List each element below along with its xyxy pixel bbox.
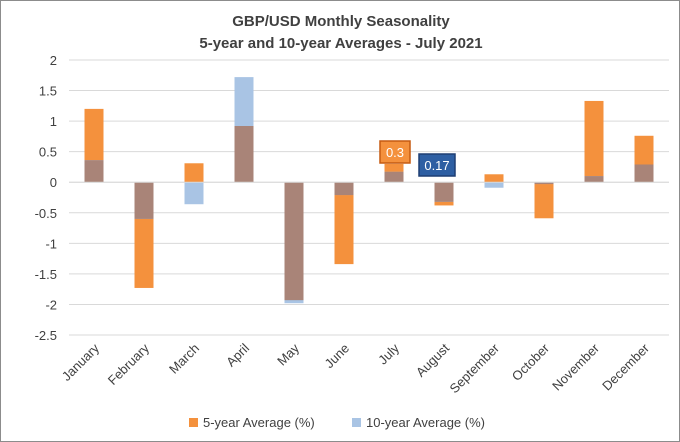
bar-overlap-january [84,160,104,183]
data-label-text-10-year: 0.17 [424,158,449,173]
bar-overlap-october [534,182,554,185]
y-tick-label: 1.5 [39,84,57,99]
bar-overlap-may [284,182,304,301]
bar-overlap-august [434,182,454,202]
data-label-text-5-year: 0.3 [386,145,404,160]
legend-label-10-year: 10-year Average (%) [366,415,485,430]
bar-overlap-november [584,176,604,183]
chart-subtitle: 5-year and 10-year Averages - July 2021 [199,35,482,52]
data-labels: 0.3 0.17 [379,140,456,177]
category-label-december: December [599,340,652,393]
legend-swatch-5-year [189,418,198,427]
category-label-june: June [322,341,353,372]
bar-5-year-june [334,182,354,265]
category-label-january: January [59,340,103,384]
data-label-10-year-july: 0.17 [418,153,456,177]
bars [69,77,669,304]
category-label-july: July [375,340,402,367]
bar-10-year-september [484,182,504,188]
y-tick-label: -0.5 [35,206,57,221]
legend: 5-year Average (%) 10-year Average (%) [189,415,485,430]
y-tick-label: 0.5 [39,145,57,160]
bar-overlap-december [634,164,654,183]
category-label-november: November [549,340,602,393]
category-label-august: August [413,340,452,379]
bar-5-year-march [184,163,204,183]
y-tick-label: -2 [45,297,57,312]
bar-overlap-april [234,126,254,183]
category-label-october: October [509,340,553,384]
category-label-february: February [105,340,153,388]
chart-title: GBP/USD Monthly Seasonality [232,13,450,30]
gridlines [69,59,669,336]
bar-10-year-march [184,182,204,205]
category-labels: January February March April May June July Augu… [59,340,653,396]
category-label-september: September [447,340,503,396]
y-tick-label: -1 [45,236,57,251]
legend-swatch-10-year [352,418,361,427]
y-tick-label: -1.5 [35,267,57,282]
bar-overlap-february [134,182,154,219]
bar-5-year-november [584,100,604,183]
bar-5-year-september [484,174,504,183]
y-tick-label: 1 [50,114,57,129]
y-tick-label: 2 [50,53,57,68]
data-label-5-year-july: 0.3 [379,140,411,164]
y-tick-label: 0 [50,175,57,190]
category-label-may: May [274,340,302,368]
legend-label-5-year: 5-year Average (%) [203,415,315,430]
category-label-march: March [166,341,202,377]
category-label-april: April [223,340,252,369]
bar-overlap-june [334,182,354,196]
bar-overlap-july [384,171,404,183]
y-axis-ticks: 2 1.5 1 0.5 0 -0.5 -1 -1.5 -2 -2.5 [35,53,57,343]
y-tick-label: -2.5 [35,328,57,343]
bar-5-year-october [534,182,554,219]
